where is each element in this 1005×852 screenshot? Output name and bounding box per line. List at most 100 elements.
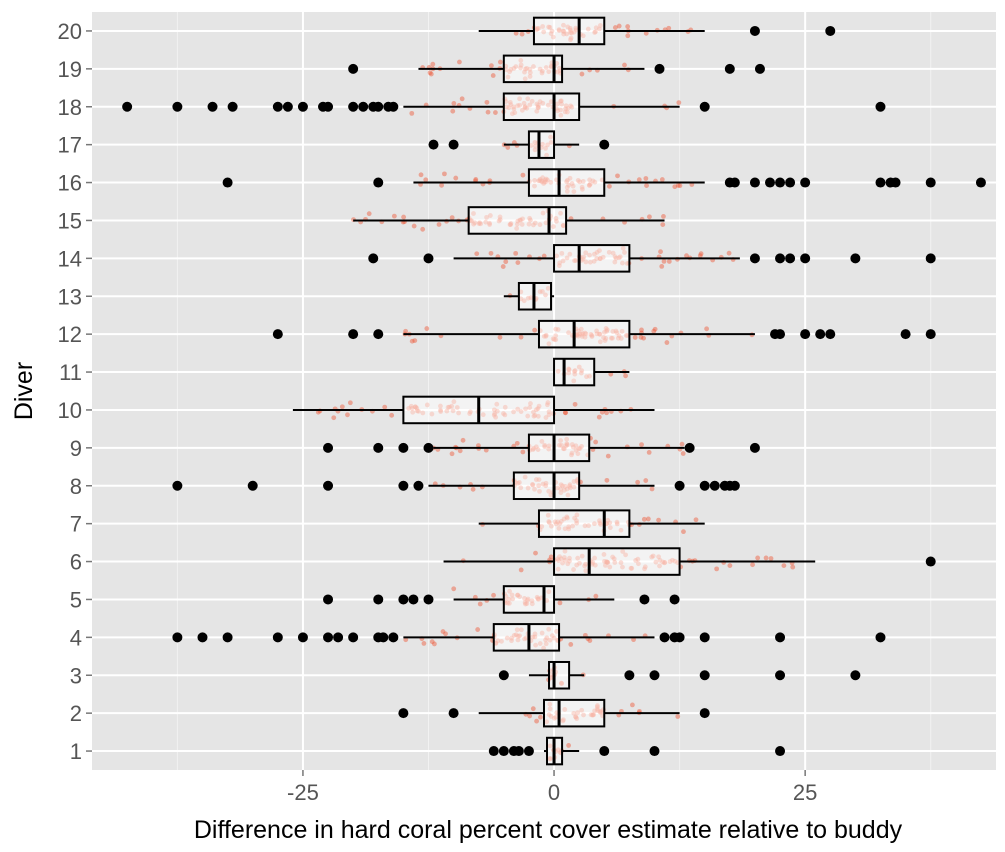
- outlier-point: [699, 632, 710, 643]
- x-tick-label: 25: [793, 780, 817, 805]
- jitter-point: [488, 250, 494, 256]
- outlier-point: [428, 139, 439, 150]
- jitter-point: [440, 629, 446, 634]
- jitter-point: [755, 555, 761, 561]
- jitter-point: [675, 183, 681, 188]
- jitter-point: [345, 412, 350, 418]
- outlier-point: [172, 480, 183, 491]
- outlier-point: [373, 177, 384, 188]
- outlier-point: [222, 177, 233, 188]
- jitter-point: [418, 172, 424, 178]
- outlier-point: [749, 253, 760, 264]
- jitter-point: [409, 338, 415, 344]
- jitter-point: [630, 702, 635, 708]
- outlier-point: [423, 442, 434, 453]
- outlier-point: [488, 746, 499, 757]
- jitter-point: [443, 631, 448, 637]
- jitter-point: [641, 335, 646, 341]
- outlier-point: [272, 329, 283, 340]
- jitter-point: [515, 260, 521, 265]
- outlier-point: [323, 632, 334, 643]
- outlier-point: [699, 101, 710, 112]
- jitter-point: [347, 400, 353, 406]
- jitter-point: [684, 253, 689, 259]
- jitter-point: [644, 183, 649, 189]
- outlier-point: [523, 746, 534, 757]
- plot-panel: [92, 12, 996, 770]
- outlier-point: [348, 101, 359, 112]
- outlier-point: [800, 177, 811, 188]
- outlier-point: [448, 708, 459, 719]
- jitter-point: [664, 340, 670, 345]
- jitter-point: [693, 517, 699, 523]
- outlier-point: [513, 746, 524, 757]
- outlier-point: [815, 329, 826, 340]
- jitter-point: [474, 251, 480, 257]
- jitter-point: [457, 59, 462, 65]
- jitter-point: [485, 109, 491, 115]
- jitter-point: [768, 556, 774, 561]
- jitter-point: [430, 61, 436, 67]
- outlier-point: [775, 632, 786, 643]
- jitter-point: [697, 253, 703, 259]
- jitter-point: [449, 451, 455, 457]
- jitter-point: [339, 404, 345, 410]
- outlier-point: [775, 253, 786, 264]
- outlier-point: [408, 594, 419, 605]
- jitter-point: [623, 373, 628, 379]
- jitter-point: [704, 326, 710, 332]
- jitter-point: [424, 326, 430, 331]
- box-diver-3: [548, 660, 571, 690]
- jitter-point: [403, 637, 409, 643]
- jitter-point: [656, 517, 661, 523]
- jitter-point: [679, 441, 685, 447]
- outlier-point: [699, 670, 710, 681]
- x-tick-label: 0: [548, 780, 560, 805]
- jitter-point: [484, 99, 490, 105]
- outlier-point: [333, 632, 344, 643]
- jitter-point: [470, 486, 476, 492]
- jitter-point: [563, 410, 568, 416]
- outlier-point: [925, 177, 936, 188]
- outlier-point: [649, 746, 660, 757]
- jitter-point: [593, 439, 599, 445]
- jitter-point: [513, 250, 519, 256]
- outlier-point: [599, 746, 610, 757]
- jitter-point: [727, 563, 733, 568]
- jitter-point: [457, 448, 463, 454]
- outlier-point: [659, 632, 670, 643]
- jitter-point: [714, 566, 720, 572]
- jitter-point: [503, 259, 509, 265]
- x-axis-title: Difference in hard coral percent cover e…: [194, 816, 903, 844]
- jitter-point: [497, 59, 503, 65]
- jitter-point: [483, 447, 489, 453]
- jitter-point: [646, 449, 652, 455]
- jitter-point: [632, 335, 638, 340]
- y-tick-label: 19: [58, 57, 82, 82]
- jitter-point: [541, 253, 547, 259]
- x-tick-label: -25: [287, 780, 319, 805]
- minor-gridlines: [176, 12, 932, 770]
- outlier-point: [448, 139, 459, 150]
- outlier-point: [775, 329, 786, 340]
- outlier-point: [925, 329, 936, 340]
- jitter-point: [658, 249, 663, 255]
- jitter-point: [587, 638, 593, 644]
- jitter-point: [676, 100, 682, 106]
- outlier-point: [599, 139, 610, 150]
- outlier-point: [423, 253, 434, 264]
- y-tick-label: 7: [70, 512, 82, 537]
- outlier-point: [925, 556, 936, 567]
- outlier-point: [398, 708, 409, 719]
- jitter-point: [442, 171, 447, 177]
- jitter-point: [477, 601, 483, 607]
- y-tick-label: 18: [58, 95, 82, 120]
- jitter-point: [518, 567, 524, 573]
- jitter-point: [409, 110, 415, 116]
- outlier-point: [122, 101, 133, 112]
- jitter-point: [659, 263, 665, 269]
- jitter-point: [645, 516, 651, 522]
- jitter-point: [612, 25, 618, 30]
- outlier-point: [724, 63, 735, 74]
- jitter-point: [315, 409, 321, 415]
